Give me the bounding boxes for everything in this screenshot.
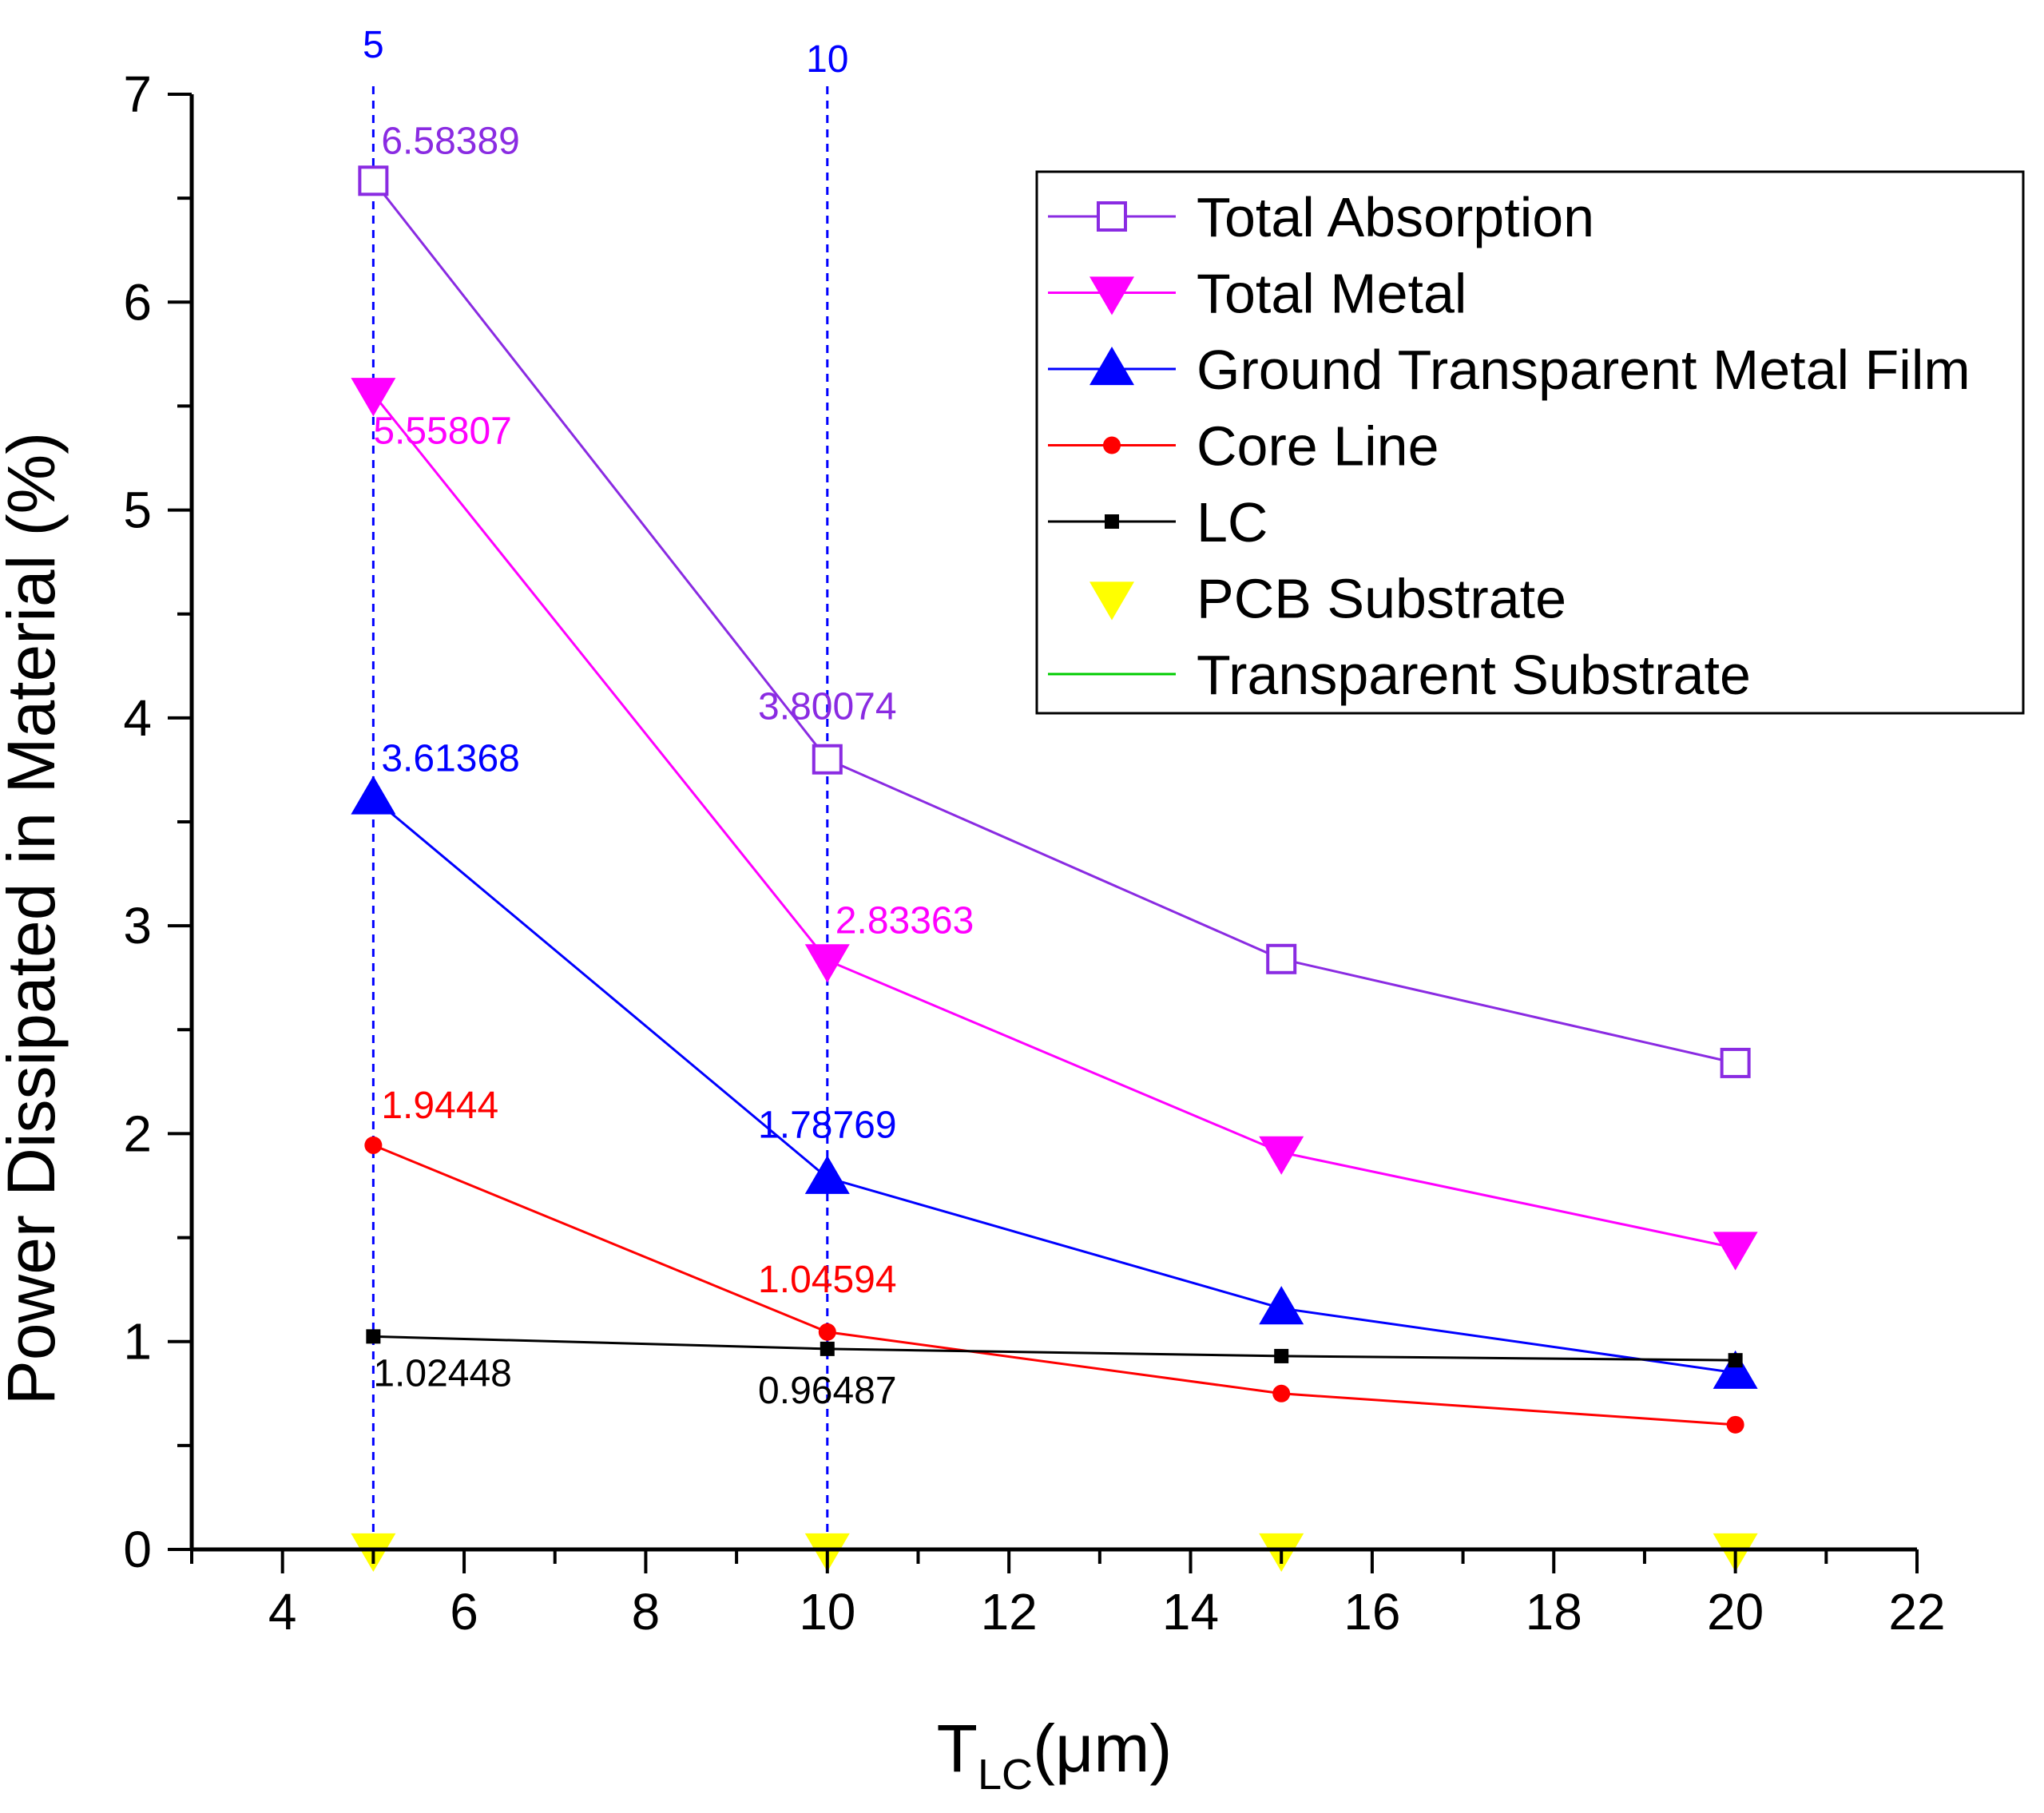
legend-item-lc: LC [1048, 491, 1268, 553]
legend-item-ground-transparent-metal-film: Ground Transparent Metal Film [1048, 339, 1971, 401]
data-point [812, 744, 843, 775]
data-point [1726, 1415, 1744, 1434]
data-point [1259, 1136, 1304, 1175]
reference-lines: 5 10 [363, 24, 848, 1549]
data-point [820, 1341, 835, 1356]
legend-label: Ground Transparent Metal Film [1197, 339, 1971, 401]
y-tick-label: 5 [123, 482, 152, 539]
data-label: 1.04594 [758, 1259, 897, 1301]
x-tick-label: 20 [1707, 1583, 1764, 1640]
data-point [351, 776, 396, 815]
x-tick-label: 12 [981, 1583, 1038, 1640]
y-axis-title-group: Power Dissipated in Material (%) [0, 432, 69, 1405]
data-label: 3.61368 [381, 737, 520, 780]
x-axis-title-subscript: LC [978, 1751, 1033, 1799]
legend-label: Total Metal [1197, 263, 1467, 325]
x-ticks: 4 6 8 10 12 14 16 18 20 22 [190, 1549, 1946, 1640]
data-point [1272, 1384, 1291, 1402]
series-line [372, 1144, 1736, 1426]
legend-marker [1089, 347, 1134, 386]
series-line [372, 180, 1736, 1065]
data-point [366, 1329, 381, 1344]
data-point [1713, 1350, 1758, 1389]
series-line [373, 1335, 1736, 1362]
series-lc [366, 1329, 1743, 1368]
data-point [351, 378, 396, 417]
x-tick-label: 22 [1888, 1583, 1945, 1640]
data-point [364, 1136, 383, 1154]
data-label: 0.96487 [758, 1370, 897, 1412]
reference-line-label: 5 [363, 24, 384, 66]
y-ticks: 0 1 2 3 4 5 6 7 [123, 65, 192, 1578]
x-tick-label: 10 [799, 1583, 855, 1640]
x-axis-title-main: T [937, 1711, 978, 1786]
y-tick-label: 0 [123, 1521, 152, 1578]
x-tick-label: 14 [1162, 1583, 1219, 1640]
series-total-absorption [358, 165, 1751, 1078]
legend-marker [1097, 201, 1127, 232]
data-point [358, 165, 389, 196]
data-label: 3.80074 [758, 686, 897, 728]
data-labels: 6.58389 5.55807 3.61368 1.9444 1.02448 3.8007… [373, 120, 974, 1412]
legend-marker [1103, 436, 1121, 454]
data-label: 2.83363 [835, 899, 974, 942]
series-line [372, 393, 1736, 1250]
x-axis-title-unit: (μm) [1033, 1711, 1172, 1786]
y-tick-label: 1 [123, 1313, 152, 1371]
legend-item-transparent-substrate: Transparent Substrate [1048, 644, 1751, 706]
legend-marker [1105, 514, 1119, 529]
data-point [1728, 1353, 1743, 1368]
reference-line-label: 10 [806, 38, 848, 81]
data-point [804, 944, 850, 983]
data-point [1720, 1047, 1751, 1078]
legend-label: LC [1197, 491, 1268, 553]
data-label: 1.9444 [381, 1085, 498, 1127]
data-label: 5.55807 [373, 410, 512, 452]
x-tick-label: 16 [1343, 1583, 1400, 1640]
data-point [1266, 943, 1297, 974]
series-ground-transparent-metal-film [351, 776, 1758, 1389]
data-point [804, 1155, 850, 1194]
series-line [372, 797, 1736, 1375]
data-point [1259, 1286, 1304, 1325]
legend-item-total-absorption: Total Absorption [1048, 186, 1594, 248]
data-label: 1.02448 [373, 1352, 512, 1394]
y-tick-label: 7 [123, 65, 152, 123]
x-tick-label: 18 [1526, 1583, 1582, 1640]
data-point [1713, 1232, 1758, 1271]
series-core-line [364, 1136, 1744, 1434]
x-tick-label: 4 [268, 1583, 297, 1640]
x-tick-label: 8 [632, 1583, 661, 1640]
data-point [818, 1323, 836, 1341]
series-layer [351, 165, 1758, 1572]
y-tick-label: 3 [123, 897, 152, 954]
legend-marker [1089, 581, 1134, 621]
legend-marker [1089, 276, 1134, 315]
data-label: 6.58389 [381, 120, 520, 162]
x-axis-title: TLC(μm) [937, 1711, 1173, 1799]
data-point [1274, 1348, 1289, 1363]
data-label: 1.78769 [758, 1105, 897, 1147]
x-tick-label: 6 [450, 1583, 478, 1640]
legend-item-total-metal: Total Metal [1048, 263, 1467, 325]
legend-label: Total Absorption [1197, 186, 1594, 248]
y-tick-label: 6 [123, 273, 152, 331]
series-total-metal [351, 378, 1758, 1271]
legend-label: PCB Substrate [1197, 568, 1566, 630]
y-tick-label: 2 [123, 1105, 152, 1162]
y-axis-title: Power Dissipated in Material (%) [0, 432, 69, 1405]
legend: Total Absorption Total Metal Ground Transp… [1035, 170, 2025, 715]
legend-item-pcb-substrate: PCB Substrate [1089, 568, 1566, 630]
legend-box [1035, 170, 2025, 715]
legend-label: Transparent Substrate [1197, 644, 1751, 706]
y-tick-label: 4 [123, 689, 152, 747]
legend-label: Core Line [1197, 415, 1439, 478]
legend-item-core-line: Core Line [1048, 415, 1439, 478]
